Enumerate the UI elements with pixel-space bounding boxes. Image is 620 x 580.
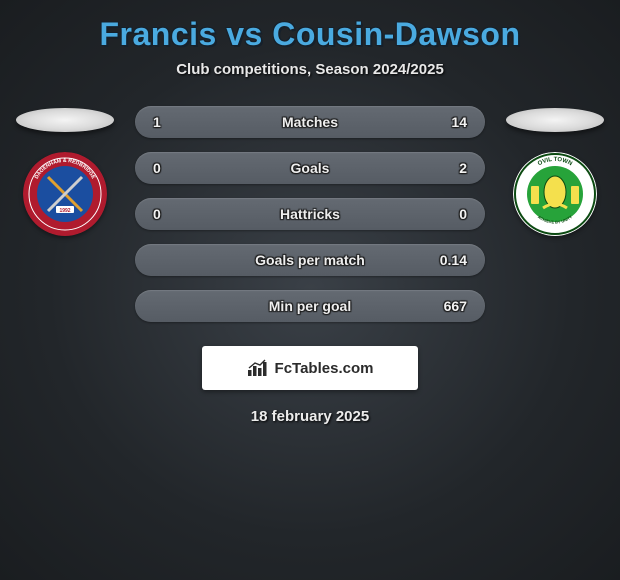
page-title: Francis vs Cousin-Dawson bbox=[0, 16, 620, 53]
stat-row-goals: 0 Goals 2 bbox=[135, 152, 485, 184]
stat-row-goals-per-match: Goals per match 0.14 bbox=[135, 244, 485, 276]
chart-icon bbox=[247, 359, 269, 377]
stat-left-value: 0 bbox=[153, 206, 183, 222]
date-text: 18 february 2025 bbox=[0, 408, 620, 425]
stat-label: Hattricks bbox=[135, 206, 485, 222]
fctables-badge: FcTables.com bbox=[202, 346, 418, 390]
main-row: 1992 DAGENHAM & REDBRIDGE 1 Matches 14 0… bbox=[0, 106, 620, 322]
stat-label: Matches bbox=[135, 114, 485, 130]
stat-label: Goals per match bbox=[135, 252, 485, 268]
stat-row-min-per-goal: Min per goal 667 bbox=[135, 290, 485, 322]
badge-text: FcTables.com bbox=[275, 360, 374, 377]
stat-left-value: 0 bbox=[153, 160, 183, 176]
stats-column: 1 Matches 14 0 Goals 2 0 Hattricks 0 Goa… bbox=[135, 106, 485, 322]
left-club-crest: 1992 DAGENHAM & REDBRIDGE bbox=[23, 152, 107, 236]
stat-row-hattricks: 0 Hattricks 0 bbox=[135, 198, 485, 230]
right-plate bbox=[506, 108, 604, 132]
stat-row-matches: 1 Matches 14 bbox=[135, 106, 485, 138]
svg-text:1992: 1992 bbox=[59, 208, 70, 214]
stat-label: Min per goal bbox=[135, 298, 485, 314]
left-plate bbox=[16, 108, 114, 132]
comparison-card: Francis vs Cousin-Dawson Club competitio… bbox=[0, 0, 620, 435]
stat-label: Goals bbox=[135, 160, 485, 176]
stat-right-value: 667 bbox=[437, 298, 467, 314]
stat-right-value: 14 bbox=[437, 114, 467, 130]
stat-left-value: 1 bbox=[153, 114, 183, 130]
stat-right-value: 0 bbox=[437, 206, 467, 222]
right-club-crest: OVIL TOWN ACHIEVE BY UNITY bbox=[513, 152, 597, 236]
right-club-column: OVIL TOWN ACHIEVE BY UNITY bbox=[500, 106, 610, 236]
left-club-column: 1992 DAGENHAM & REDBRIDGE bbox=[10, 106, 120, 236]
subtitle: Club competitions, Season 2024/2025 bbox=[0, 61, 620, 78]
stat-right-value: 2 bbox=[437, 160, 467, 176]
stat-right-value: 0.14 bbox=[437, 252, 467, 268]
